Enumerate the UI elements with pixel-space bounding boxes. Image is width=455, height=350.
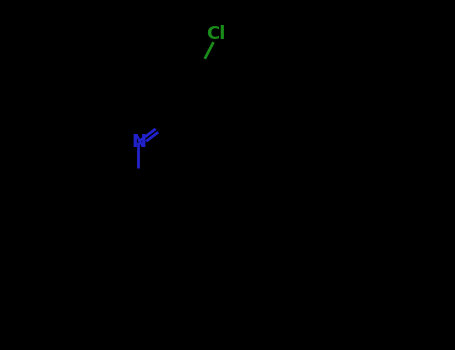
Text: Cl: Cl — [206, 26, 226, 43]
Text: N: N — [131, 133, 146, 151]
